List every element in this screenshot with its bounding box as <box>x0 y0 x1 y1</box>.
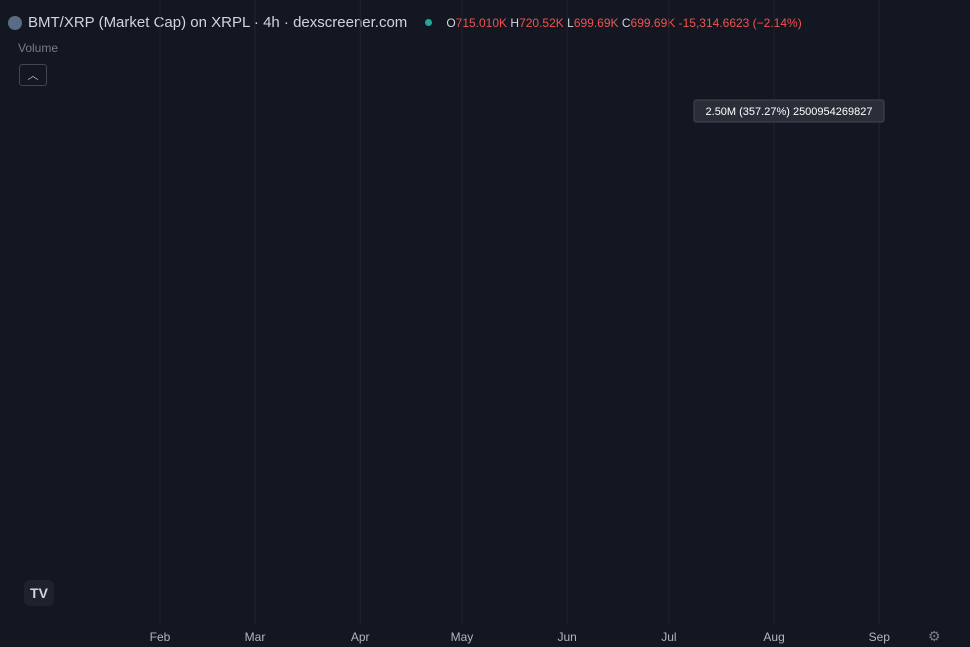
x-tick-label: Mar <box>245 630 266 644</box>
x-tick-label: Feb <box>150 630 171 644</box>
change-value: -15,314.6623 (−2.14%) <box>678 15 802 30</box>
market-status-dot-icon <box>425 19 433 26</box>
high-label: H <box>510 15 520 30</box>
measure-label-box[interactable] <box>693 99 885 123</box>
time-axis[interactable]: Feb Mar Apr May Jun Jul Aug Sep <box>150 630 891 644</box>
chart-header: BMT/XRP (Market Cap) on XRPL · 4h · dexs… <box>0 0 900 55</box>
x-tick-label: Jul <box>661 630 676 644</box>
open-value: 715.010K <box>455 15 508 30</box>
token-logo-icon <box>8 15 22 30</box>
high-value: 720.52K <box>519 15 564 30</box>
gear-icon[interactable]: ⚙ <box>928 628 941 644</box>
drawings[interactable]: 12342.50M (357.27%) 2500954269827 <box>136 0 885 123</box>
low-label: L <box>567 15 574 30</box>
low-value: 699.69K <box>573 15 619 30</box>
measure-label: 2.50M (357.27%) 2500954269827 <box>706 106 873 118</box>
x-tick-label: May <box>451 630 474 644</box>
tradingview-logo[interactable]: TV <box>24 580 54 606</box>
x-tick-label: Apr <box>351 630 370 644</box>
x-tick-label: Sep <box>869 630 891 644</box>
close-value: 699.69K <box>630 15 676 30</box>
x-tick-label: Aug <box>763 630 784 644</box>
chevron-up-icon: ︿ <box>27 70 39 82</box>
open-label: O <box>446 15 456 30</box>
legend-row: BMT/XRP (Market Cap) on XRPL · 4h · dexs… <box>8 14 802 31</box>
volume-label[interactable]: Volume <box>18 41 59 55</box>
symbol-title[interactable]: BMT/XRP (Market Cap) on XRPL · 4h · dexs… <box>28 14 408 31</box>
x-tick-label: Jun <box>557 630 576 644</box>
grid <box>159 0 880 625</box>
collapse-legend-button[interactable]: ︿ <box>19 64 47 86</box>
ohlc-values: O715.010K H720.52K L699.69K C699.69K -15… <box>446 16 801 30</box>
close-label: C <box>621 15 631 30</box>
